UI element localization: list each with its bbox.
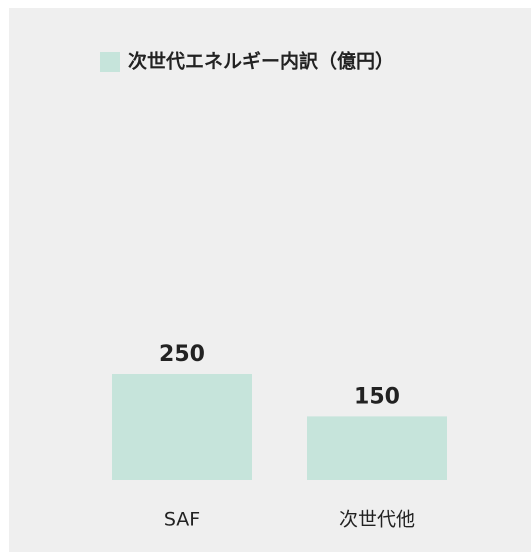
- legend-swatch: [100, 52, 120, 72]
- x-tick-label: SAF: [164, 509, 200, 531]
- value-label: 150: [354, 384, 400, 409]
- bar: [112, 374, 252, 480]
- panel: [9, 8, 531, 552]
- legend-label: 次世代エネルギー内訳（億円）: [128, 50, 394, 73]
- bar: [307, 416, 447, 480]
- value-label: 250: [159, 342, 205, 367]
- x-tick-label: 次世代他: [339, 509, 415, 531]
